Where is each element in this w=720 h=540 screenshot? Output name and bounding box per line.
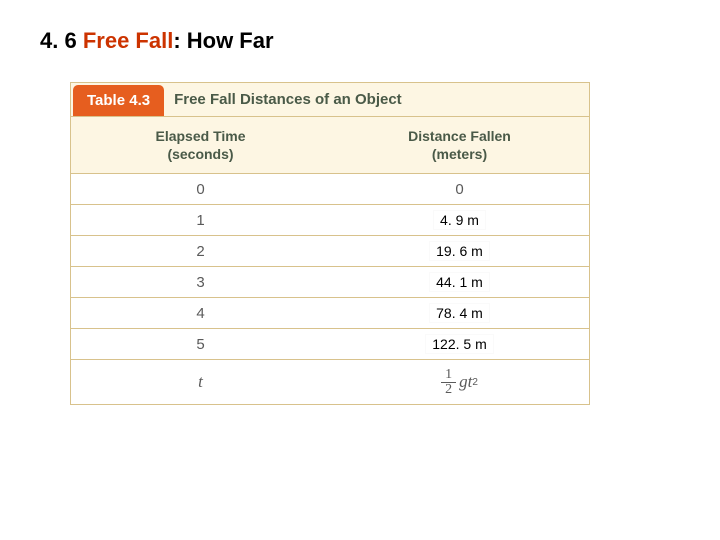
table-row: 1 4. 9 m (71, 205, 589, 236)
table-row: 3 44. 1 m (71, 267, 589, 298)
col-header-distance: Distance Fallen (meters) (330, 117, 589, 173)
g-var: g (459, 372, 468, 392)
col-header-time-l1: Elapsed Time (155, 128, 245, 144)
distance-overlay: 122. 5 m (426, 335, 492, 353)
frac-num: 1 (441, 368, 456, 382)
section-heading: 4. 6 Free Fall: How Far (40, 28, 680, 54)
table-row: 4 78. 4 m (71, 298, 589, 329)
one-half-fraction: 1 2 (441, 368, 456, 397)
table-row: 0 0 (71, 174, 589, 205)
table-row: 5 122. 5 m (71, 329, 589, 360)
time-cell: 1 (71, 205, 330, 235)
distance-cell: 0 (330, 174, 589, 204)
time-cell: 0 (71, 174, 330, 204)
col-header-dist-l2: (meters) (432, 146, 487, 162)
distance-overlay: 78. 4 m (430, 304, 489, 322)
distance-overlay: 4. 9 m (434, 211, 485, 229)
heading-black: : How Far (173, 28, 273, 53)
frac-den: 2 (441, 383, 456, 397)
distance-overlay: 19. 6 m (430, 242, 489, 260)
col-header-time-l2: (seconds) (167, 146, 233, 162)
time-cell: 5 (71, 329, 330, 359)
distance-cell-formula: 1 2 gt2 (330, 360, 589, 404)
heading-red: Free Fall (83, 28, 173, 53)
time-cell-var: t (71, 360, 330, 404)
time-cell: 3 (71, 267, 330, 297)
col-header-time: Elapsed Time (seconds) (71, 117, 330, 173)
distance-cell: 19. 6 m (330, 236, 589, 266)
time-cell: 2 (71, 236, 330, 266)
table-title-row: Table 4.3 Free Fall Distances of an Obje… (71, 83, 589, 117)
table-row: 2 19. 6 m (71, 236, 589, 267)
table-headers: Elapsed Time (seconds) Distance Fallen (… (71, 117, 589, 174)
table-tab: Table 4.3 (73, 85, 164, 116)
time-variable: t (198, 372, 203, 392)
distance-cell: 4. 9 m (330, 205, 589, 235)
table-row-formula: t 1 2 gt2 (71, 360, 589, 404)
distance-cell: 122. 5 m (330, 329, 589, 359)
table-title: Free Fall Distances of an Object (164, 83, 589, 116)
freefall-table: Table 4.3 Free Fall Distances of an Obje… (70, 82, 590, 405)
t-exponent: 2 (472, 377, 478, 388)
section-number: 4. 6 (40, 28, 77, 53)
col-header-dist-l1: Distance Fallen (408, 128, 511, 144)
distance-overlay: 44. 1 m (430, 273, 489, 291)
distance-cell: 78. 4 m (330, 298, 589, 328)
time-cell: 4 (71, 298, 330, 328)
distance-cell: 44. 1 m (330, 267, 589, 297)
